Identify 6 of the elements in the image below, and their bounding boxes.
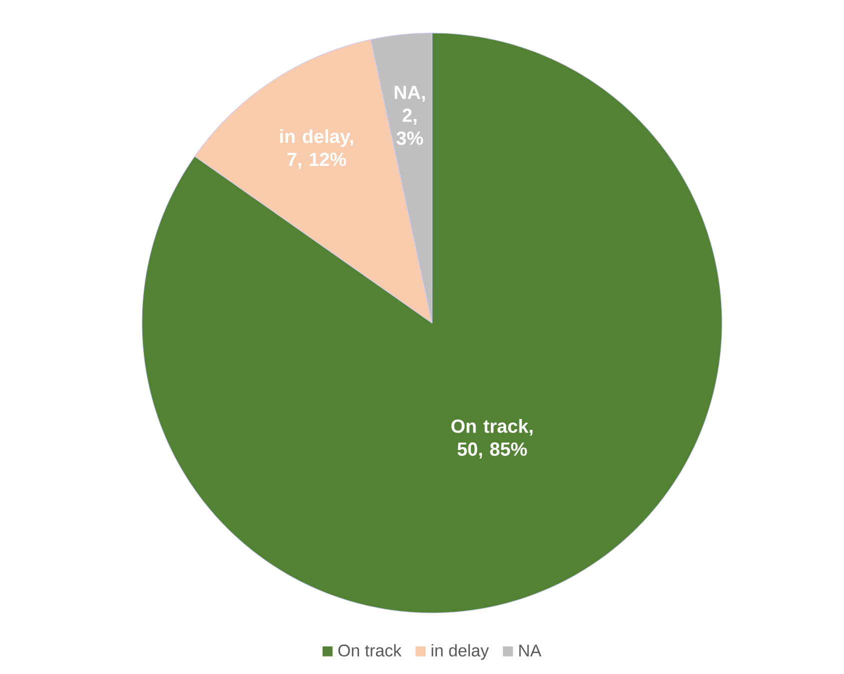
data-label: On track, 50, 85% (451, 419, 532, 459)
legend-label: in delay (432, 644, 489, 660)
data-label: NA, 2, 3% (394, 86, 425, 145)
data-label: in delay, 7, 12% (280, 129, 354, 169)
legend-label: On track (338, 644, 402, 657)
legend-label: NA (519, 644, 542, 656)
